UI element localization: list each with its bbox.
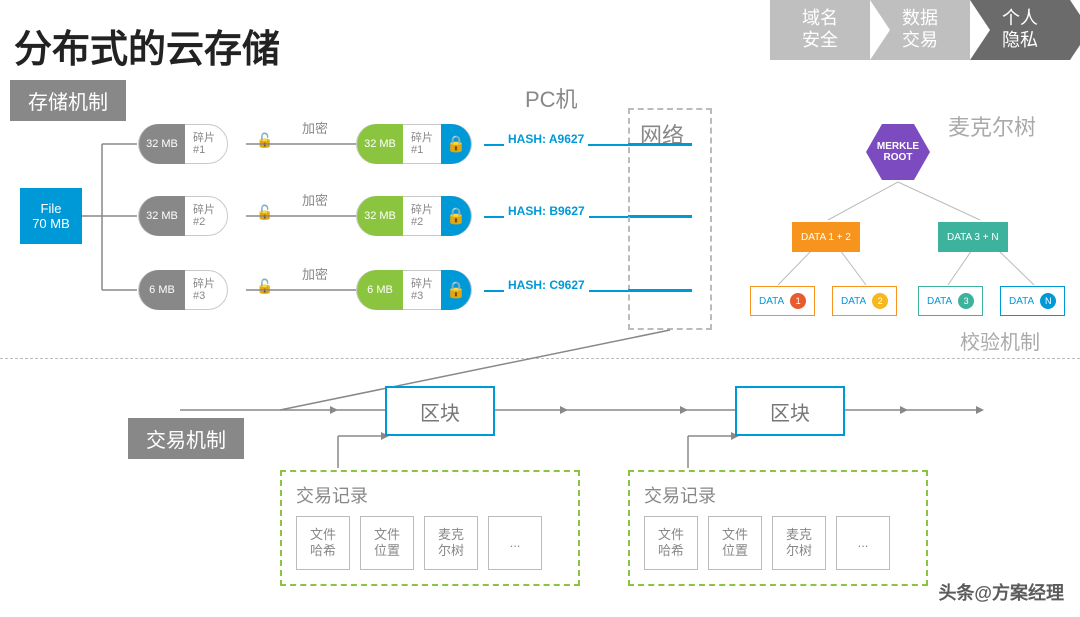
txcell: 文件 位置 — [708, 516, 762, 570]
block-1: 区块 — [385, 386, 495, 436]
shard3-plain: 6 MB 碎片#3 — [138, 270, 228, 310]
txrec-title: 交易记录 — [296, 482, 564, 508]
pc-label: PC机 — [525, 82, 578, 114]
merkle-leaf-3: DATA3 — [918, 286, 983, 316]
lock-cap-icon: 🔒 — [441, 196, 471, 236]
hash-2: HASH: B9627 — [504, 204, 589, 218]
file-box: File 70 MB — [20, 188, 82, 244]
shard1-enc-size: 32 MB — [357, 124, 403, 164]
txcell: 麦克 尔树 — [424, 516, 478, 570]
merkle-mid-2: DATA 3 + N — [938, 222, 1008, 252]
merkle-label: 麦克尔树 — [948, 110, 1036, 142]
lock-cap-icon: 🔒 — [441, 270, 471, 310]
txrec-2: 交易记录 文件 哈希 文件 位置 麦克 尔树 ... — [628, 470, 928, 586]
tab-privacy: 个人 隐私 — [970, 0, 1070, 60]
page-title: 分布式的云存储 — [14, 18, 280, 73]
txcell: 麦克 尔树 — [772, 516, 826, 570]
txcell: ... — [836, 516, 890, 570]
merkle-leaf-2: DATA2 — [832, 286, 897, 316]
lock-cap-icon: 🔒 — [441, 124, 471, 164]
tabs: 域名 安全 数据 交易 个人 隐私 — [770, 0, 1070, 60]
txcell: 文件 哈希 — [296, 516, 350, 570]
file-size: 70 MB — [32, 216, 70, 231]
hash-3: HASH: C9627 — [504, 278, 589, 292]
shard2-plain: 32 MB 碎片#2 — [138, 196, 228, 236]
txrec-title: 交易记录 — [644, 482, 912, 508]
txcell: 文件 哈希 — [644, 516, 698, 570]
shard1-size: 32 MB — [139, 124, 185, 164]
shard1-enc: 32 MB 碎片#1 🔒 — [356, 124, 472, 164]
encrypt-label-3: 加密 — [302, 264, 328, 283]
file-connectors — [82, 120, 142, 320]
txcell: 文件 位置 — [360, 516, 414, 570]
tab-domain: 域名 安全 — [770, 0, 870, 60]
shard3-enc: 6 MB 碎片#3 🔒 — [356, 270, 472, 310]
merkle-leaf-4: DATAN — [1000, 286, 1065, 316]
file-name: File — [41, 201, 62, 216]
shard2-enc: 32 MB 碎片#2 🔒 — [356, 196, 472, 236]
encrypt-label-1: 加密 — [302, 118, 328, 137]
hash-1: HASH: A9627 — [504, 132, 588, 146]
tab-data: 数据 交易 — [870, 0, 970, 60]
merkle-mid-1: DATA 1 + 2 — [792, 222, 860, 252]
tx-label: 交易机制 — [128, 418, 244, 459]
shard1-plain: 32 MB 碎片#1 — [138, 124, 228, 164]
encrypt-label-2: 加密 — [302, 190, 328, 209]
txrec-1: 交易记录 文件 哈希 文件 位置 麦克 尔树 ... — [280, 470, 580, 586]
watermark: 头条@方案经理 — [938, 579, 1064, 605]
block-2: 区块 — [735, 386, 845, 436]
storage-label: 存储机制 — [10, 80, 126, 121]
merkle-leaf-1: DATA1 — [750, 286, 815, 316]
txcell: ... — [488, 516, 542, 570]
